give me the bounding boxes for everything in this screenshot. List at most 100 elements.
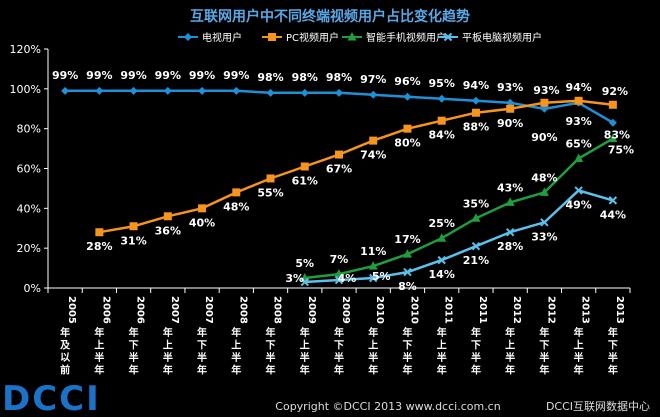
x-tick-period-char: 下 <box>402 340 412 352</box>
x-tick-period-char: 半 <box>197 351 207 364</box>
data-label: 44% <box>600 208 626 221</box>
legend-label: 平板电脑视频用户 <box>462 31 542 44</box>
data-point <box>506 104 515 113</box>
x-tick-period-char: 半 <box>231 351 241 364</box>
data-point <box>471 108 480 117</box>
x-tick-period-char: 半 <box>574 351 584 364</box>
data-point <box>95 86 104 95</box>
x-tick-period-char: 年 <box>505 326 515 339</box>
legend-marker <box>268 33 276 41</box>
data-label: 8% <box>398 280 417 293</box>
x-tick-period-char: 年 <box>231 326 241 339</box>
x-tick-period-char: 年 <box>60 326 70 339</box>
data-label: 25% <box>429 217 455 230</box>
x-tick-year: 2008 <box>272 296 283 324</box>
data-label: 65% <box>565 138 591 151</box>
data-label: 36% <box>155 224 181 237</box>
data-label: 21% <box>463 254 489 267</box>
data-point <box>335 150 343 159</box>
x-tick-period-char: 年 <box>402 364 412 377</box>
x-tick-period-char: 年 <box>471 364 481 377</box>
data-label: 93% <box>497 81 523 94</box>
data-label: 98% <box>326 71 352 84</box>
x-tick-period-char: 年 <box>539 364 549 377</box>
data-label: 99% <box>155 69 181 82</box>
x-tick-period-char: 年 <box>402 326 412 339</box>
data-point <box>129 222 138 231</box>
chart-title: 互联网用户中不同终端视频用户占比变化趋势 <box>190 8 470 25</box>
data-point <box>163 212 172 221</box>
x-tick-year: 2013 <box>580 296 591 324</box>
x-tick-period-char: 以 <box>60 352 70 364</box>
x-tick-period-char: 年 <box>334 364 344 377</box>
series-line <box>99 99 614 234</box>
x-tick-year: 2006 <box>135 296 146 324</box>
data-point <box>402 249 412 258</box>
data-label: 55% <box>257 186 283 199</box>
data-point <box>369 273 378 283</box>
data-label: 67% <box>326 163 352 176</box>
data-point <box>232 188 241 197</box>
x-tick-period-char: 半 <box>368 351 378 364</box>
x-tick-year: 2007 <box>169 296 180 324</box>
data-label: 80% <box>394 137 420 150</box>
data-point <box>608 133 618 143</box>
legend-label: PC视频用户 <box>286 31 339 44</box>
data-label: 88% <box>463 121 489 134</box>
x-tick-period-char: 下 <box>129 340 139 352</box>
x-tick-period-char: 年 <box>437 364 447 377</box>
data-point <box>300 162 309 171</box>
x-tick-period-char: 半 <box>608 351 618 364</box>
x-tick-period-char: 年 <box>368 326 378 339</box>
data-label: 40% <box>189 216 215 229</box>
x-tick-period-char: 半 <box>266 351 276 364</box>
data-label: 4% <box>338 272 357 285</box>
series-line <box>304 189 614 284</box>
x-tick-period-char: 年 <box>608 326 618 339</box>
dcci-logo: DCCI <box>2 379 101 417</box>
x-tick-period-char: 年 <box>94 326 104 339</box>
data-label: 75% <box>608 144 634 157</box>
x-tick-period-char: 上 <box>368 339 378 352</box>
x-tick-period-char: 年 <box>266 326 276 339</box>
data-label: 74% <box>360 149 386 162</box>
data-label: 99% <box>223 69 249 82</box>
x-tick-period-char: 年 <box>163 364 173 377</box>
data-point <box>403 124 412 133</box>
series-2 <box>300 133 618 282</box>
data-label: 48% <box>223 200 249 213</box>
data-label: 31% <box>120 234 146 247</box>
data-label: 35% <box>463 197 489 210</box>
x-tick-year: 2005 <box>66 296 77 324</box>
legend-marker <box>184 33 192 41</box>
x-tick-period-char: 上 <box>574 339 584 352</box>
data-point <box>608 118 617 127</box>
data-label: 90% <box>531 131 557 144</box>
data-label: 83% <box>604 129 630 142</box>
x-tick-period-char: 年 <box>539 326 549 339</box>
x-tick-period-char: 下 <box>266 340 276 352</box>
x-tick-period-char: 上 <box>94 339 104 352</box>
data-label: 17% <box>394 233 420 246</box>
chart-legend: 电视用户 PC视频用户 智能手机视频用户 平板电脑视频用户 <box>178 31 542 44</box>
x-tick-year: 2011 <box>443 296 454 324</box>
x-tick-period-char: 上 <box>437 339 447 352</box>
x-tick-period-char: 年 <box>471 326 481 339</box>
x-tick-period-char: 半 <box>471 351 481 364</box>
x-tick-period-char: 年 <box>608 364 618 377</box>
data-point <box>163 86 172 95</box>
legend-item: PC视频用户 <box>262 31 339 44</box>
chart-footer: DCCI Copyright ©DCCI 2013 www.dcci.com.c… <box>2 379 650 417</box>
x-tick-period-char: 年 <box>163 326 173 339</box>
data-label: 98% <box>257 71 283 84</box>
x-tick-period-char: 年 <box>129 364 139 377</box>
